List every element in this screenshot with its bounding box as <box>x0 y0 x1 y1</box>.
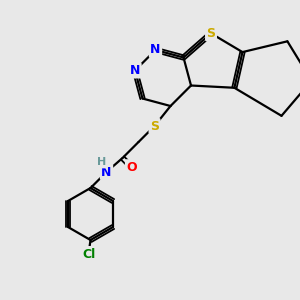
Text: N: N <box>150 44 161 56</box>
Text: O: O <box>126 161 137 174</box>
Text: Cl: Cl <box>82 248 95 260</box>
Text: S: S <box>150 119 159 133</box>
Text: H: H <box>97 157 106 167</box>
Text: N: N <box>101 166 112 178</box>
Text: S: S <box>206 27 215 40</box>
Text: N: N <box>130 64 140 77</box>
